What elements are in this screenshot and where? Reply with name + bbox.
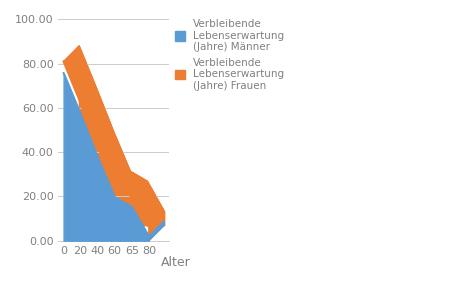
Polygon shape <box>149 221 164 241</box>
Polygon shape <box>149 212 164 241</box>
Polygon shape <box>63 46 164 227</box>
X-axis label: Alter: Alter <box>161 256 191 269</box>
Legend: Verbleibende
Lebenserwartung
(Jahre) Männer, Verbleibende
Lebenserwartung
(Jahre: Verbleibende Lebenserwartung (Jahre) Män… <box>171 15 288 95</box>
